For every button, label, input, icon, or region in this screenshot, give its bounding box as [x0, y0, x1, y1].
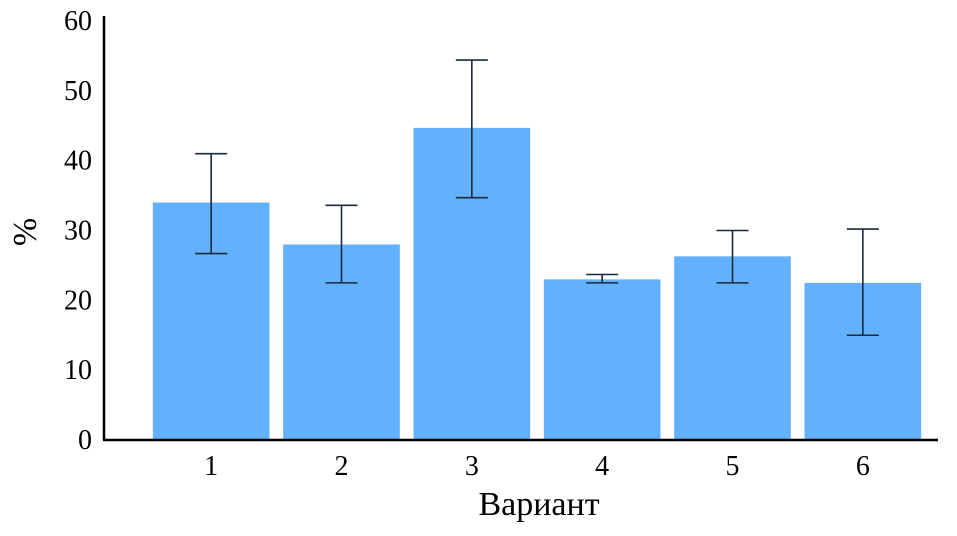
y-tick-label-50: 50: [64, 76, 92, 107]
y-tick-label-30: 30: [64, 216, 92, 247]
y-tick-label-40: 40: [64, 146, 92, 177]
error-bar-1: [195, 152, 228, 255]
x-tick-label-4: 4: [595, 451, 609, 482]
x-tick-labels: 1 2 3 4 5 6: [204, 451, 870, 482]
y-tick-label-20: 20: [64, 285, 92, 316]
y-tick-label-10: 10: [64, 355, 92, 386]
error-bars-group: [195, 59, 879, 337]
bars-group: [152, 127, 922, 440]
x-axis-title: Вариант: [478, 486, 599, 523]
error-bar-2: [325, 204, 358, 284]
error-bar-6: [846, 228, 879, 337]
y-tick-labels: 0 10 20 30 40 50 60: [64, 6, 92, 456]
y-axis-title: %: [7, 218, 44, 246]
x-tick-label-2: 2: [335, 451, 349, 482]
x-tick-label-1: 1: [204, 451, 218, 482]
x-tick-label-5: 5: [726, 451, 740, 482]
bar-4: [543, 279, 661, 440]
y-tick-label-0: 0: [78, 425, 92, 456]
error-bar-5: [716, 229, 749, 284]
error-bar-3: [455, 59, 488, 199]
y-tick-label-60: 60: [64, 6, 92, 37]
error-bar-4: [586, 273, 619, 284]
x-tick-label-3: 3: [465, 451, 479, 482]
x-tick-label-6: 6: [856, 451, 870, 482]
bar-5: [674, 256, 791, 440]
